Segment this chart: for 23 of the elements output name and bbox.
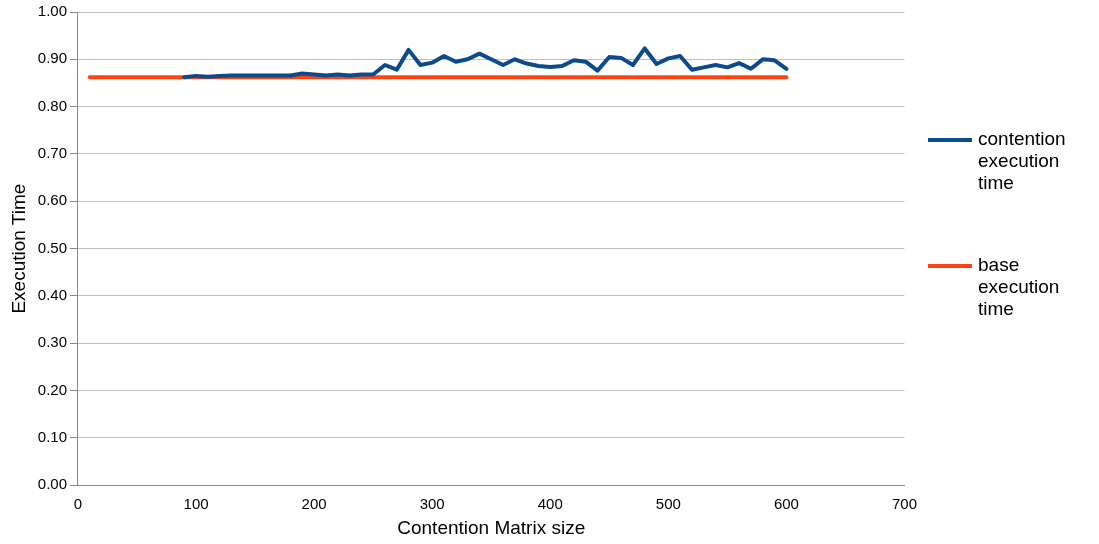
x-tick-label: 500 [655, 495, 681, 513]
x-tick-label: 700 [891, 495, 917, 513]
x-tick-label: 200 [301, 495, 327, 513]
y-tick-label: 0.30 [37, 333, 67, 351]
y-tick-label: 0.00 [37, 475, 67, 493]
y-tick-label: 0.50 [37, 238, 67, 256]
x-tick-label: 400 [537, 495, 563, 513]
y-tick-label: 0.40 [37, 286, 67, 304]
y-tick-label: 0.10 [37, 428, 67, 446]
y-axis-title: Execution Time [7, 183, 29, 314]
y-tick-label: 0.70 [37, 144, 67, 162]
x-tick-label: 0 [73, 495, 83, 513]
y-tick-label: 1.00 [37, 2, 67, 20]
x-tick-label: 100 [183, 495, 209, 513]
legend-label: contention execution time [978, 128, 1067, 194]
x-axis-title: Contention Matrix size [397, 516, 586, 538]
legend-label: base execution time [978, 254, 1061, 320]
y-tick-label: 0.20 [37, 380, 67, 398]
x-tick-label: 600 [773, 495, 799, 513]
y-tick-label: 0.80 [37, 96, 67, 114]
x-tick-label: 300 [419, 495, 445, 513]
y-tick-label: 0.90 [37, 49, 67, 67]
y-tick-label: 0.60 [37, 191, 67, 209]
